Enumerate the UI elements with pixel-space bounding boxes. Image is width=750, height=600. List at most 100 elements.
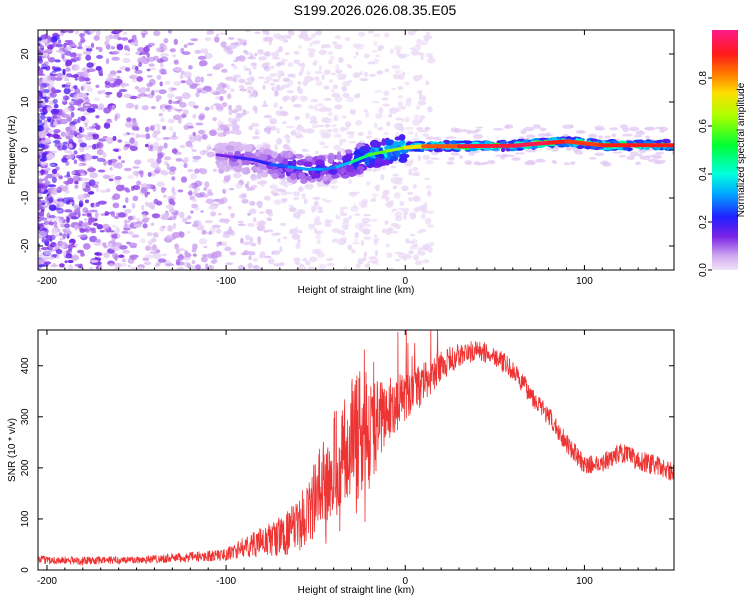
spectrogram-noise-blob (152, 123, 161, 128)
spectrogram-noise-blob (171, 235, 176, 240)
spectrogram-noise-blob (204, 106, 210, 111)
spectrogram-noise-blob (250, 122, 260, 127)
spectrogram-noise-blob (274, 143, 278, 151)
spectrogram-noise-blob (247, 222, 255, 227)
spectrogram-noise-blob (164, 80, 171, 85)
spectrogram-noise-blob (156, 98, 160, 102)
spectrogram-noise-blob (76, 46, 83, 50)
spectrogram-x-label: Height of straight line (km) (298, 285, 415, 296)
spectrogram-noise-blob (118, 89, 128, 92)
spectrogram-noise-blob (155, 137, 162, 141)
spectrogram-noise-blob (53, 129, 61, 134)
spectrogram-noise-blob (247, 56, 256, 60)
spectrogram-noise-blob (398, 252, 408, 260)
spectrogram-noise-blob (609, 127, 619, 131)
spectrogram-noise-blob (604, 135, 611, 139)
spectrogram-noise-blob (404, 126, 414, 130)
spectrogram-noise-blob (385, 243, 390, 248)
spectrogram-ridge-blob (500, 147, 506, 153)
spectrogram-noise-blob (162, 47, 168, 51)
x-tick-label: 100 (576, 576, 593, 587)
spectrogram-noise-blob (117, 234, 121, 238)
spectrogram-noise-blob (412, 167, 419, 172)
spectrogram-noise-blob (38, 199, 43, 206)
spectrogram-noise-blob (392, 173, 400, 177)
spectrogram-noise-blob (257, 49, 264, 55)
spectrogram-noise-blob (416, 206, 421, 211)
spectrogram-noise-blob (353, 203, 357, 209)
colorbar-tick-label: 0.0 (698, 263, 709, 277)
spectrogram-noise-blob (149, 67, 157, 71)
spectrogram-ridge-core (350, 153, 371, 164)
spectrogram-noise-blob (87, 131, 96, 136)
spectrogram-noise-blob (42, 89, 50, 94)
spectrogram-noise-blob (206, 151, 215, 158)
spectrogram-noise-blob (153, 232, 159, 238)
spectrogram-noise-blob (161, 253, 168, 257)
spectrogram-noise-blob (38, 154, 41, 159)
spectrogram-noise-blob (89, 172, 98, 179)
spectrogram-noise-blob (74, 133, 84, 139)
spectrogram-noise-blob (39, 139, 48, 145)
spectrogram-noise-blob (139, 87, 147, 93)
spectrogram-noise-blob (226, 228, 234, 235)
spectrogram-noise-blob (317, 124, 325, 128)
spectrogram-noise-blob (179, 73, 184, 80)
spectrogram-noise-blob (55, 233, 60, 238)
spectrogram-noise-blob (355, 263, 361, 269)
spectrogram-noise-blob (53, 67, 62, 72)
spectrogram-noise-blob (132, 166, 140, 169)
spectrogram-noise-blob (293, 257, 301, 263)
spectrogram-noise-blob (130, 266, 140, 270)
spectrogram-noise-blob (94, 97, 101, 102)
spectrogram-noise-blob (293, 103, 302, 108)
spectrogram-noise-blob (194, 168, 200, 174)
spectrogram-noise-blob (384, 68, 390, 73)
spectrogram-noise-blob (373, 33, 381, 38)
spectrogram-noise-blob (408, 168, 413, 175)
spectrogram-noise-blob (286, 138, 291, 144)
spectrogram-noise-blob (151, 90, 155, 96)
x-tick-label: 100 (576, 276, 593, 287)
spectrogram-noise-blob (122, 250, 130, 254)
spectrogram-noise-blob (407, 131, 414, 135)
spectrogram-noise-blob (330, 55, 335, 61)
spectrogram-noise-blob (250, 242, 257, 247)
spectrogram-noise-blob (174, 96, 184, 99)
spectrogram-noise-blob (158, 145, 163, 152)
spectrogram-noise-blob (51, 168, 58, 175)
spectrogram-noise-blob (77, 194, 86, 201)
spectrogram-noise-blob (552, 161, 558, 164)
spectrogram-noise-blob (59, 241, 67, 245)
spectrogram-noise-blob (104, 40, 110, 46)
spectrogram-noise-blob (331, 92, 341, 98)
spectrogram-noise-blob (373, 185, 380, 189)
spectrogram-noise-blob (52, 98, 58, 104)
spectrogram-noise-blob (244, 30, 251, 33)
spectrogram-noise-blob (65, 59, 73, 67)
spectrogram-noise-blob (230, 88, 236, 92)
spectrogram-noise-blob (413, 171, 421, 177)
spectrogram-noise-blob (38, 146, 43, 153)
spectrogram-noise-blob (162, 194, 168, 198)
spectrogram-noise-blob (209, 129, 217, 137)
spectrogram-noise-blob (38, 178, 44, 184)
spectrogram-noise-blob (307, 266, 315, 270)
spectrogram-noise-blob (373, 90, 383, 93)
spectrogram-noise-blob (64, 209, 72, 213)
spectrogram-noise-blob (80, 115, 86, 122)
spectrogram-noise-blob (390, 107, 398, 114)
spectrogram-ridge-blob (360, 145, 370, 151)
spectrogram-noise-blob (48, 163, 56, 166)
colorbar-ticks: 0.0 0.2 0.4 0.6 0.8 (698, 71, 712, 277)
spectrogram-noise-blob (199, 150, 207, 156)
spectrogram-noise-blob (628, 126, 640, 132)
spectrogram-noise-blob (195, 264, 201, 270)
spectrogram-noise-blob (347, 244, 353, 250)
spectrogram-noise-blob (203, 245, 208, 249)
spectrogram-noise-blob (323, 98, 332, 101)
spectrogram-noise-blob (301, 192, 307, 200)
spectrogram-noise-blob (647, 158, 659, 163)
x-tick-label: 0 (402, 276, 408, 287)
spectrogram-noise-blob (190, 210, 194, 214)
